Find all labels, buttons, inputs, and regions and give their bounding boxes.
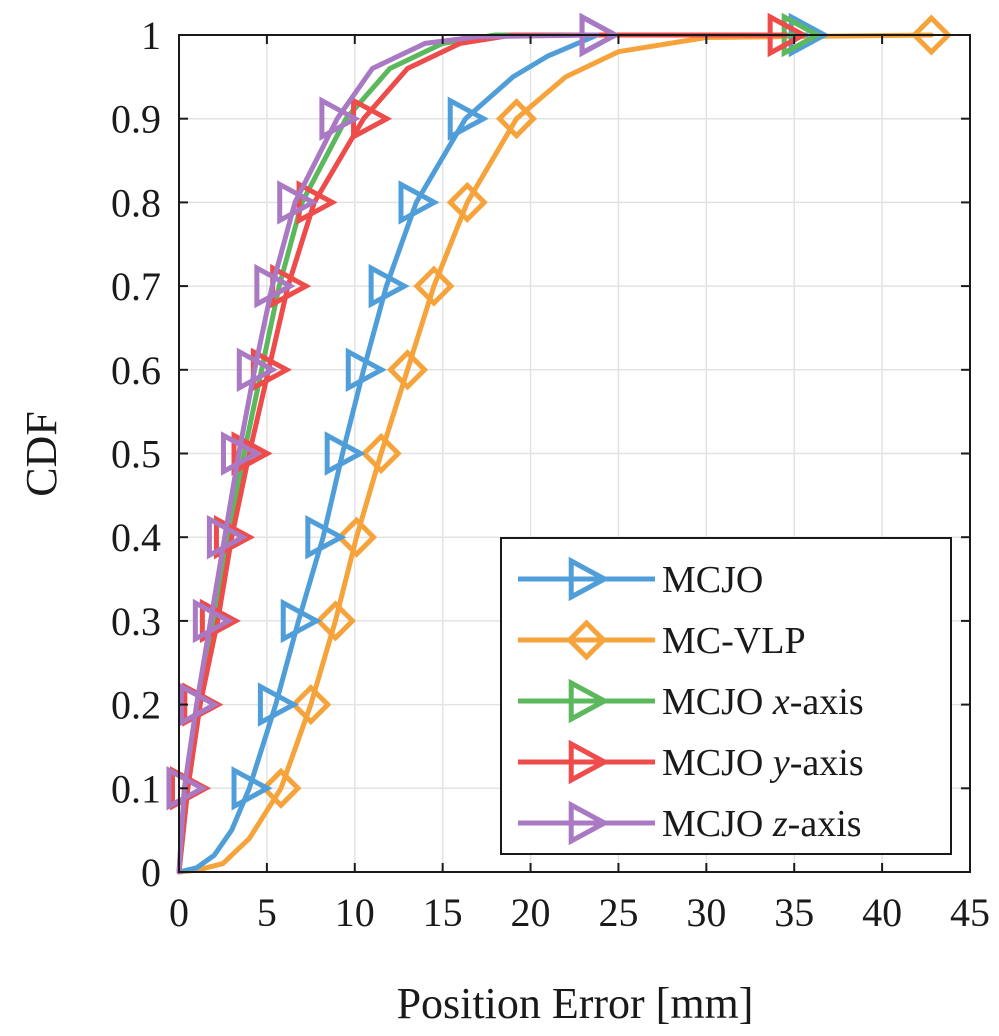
data-point-mcjo-1 (257, 682, 299, 727)
data-point-mc-vlp-7 (446, 181, 488, 223)
series-line-mcjo-y-axis (176, 32, 788, 875)
y-tick-label: 0 (141, 850, 161, 895)
data-point-mcjo-y-axis-2 (199, 598, 241, 644)
data-point-mc-vlp-3 (336, 516, 378, 558)
data-point-mcjo-5 (345, 347, 387, 392)
legend-marker-mcjo-y-axis (568, 739, 610, 785)
x-tick-label: 10 (335, 890, 375, 935)
y-tick-label: 0.9 (111, 97, 161, 142)
series-mcjo-z-axis (166, 12, 621, 875)
x-tick-label: 20 (511, 890, 551, 935)
data-point-mcjo-y-axis-4 (231, 431, 273, 476)
legend-item-mcjo: MCJO (518, 556, 763, 602)
legend-marker-mcjo (568, 556, 610, 602)
data-point-mc-vlp-8 (495, 98, 538, 140)
data-point-mcjo-z-axis-5 (236, 347, 278, 392)
data-point-mcjo-z-axis-4 (220, 431, 263, 476)
data-point-mcjo-z-axis-7 (277, 180, 319, 225)
legend-label-mcjo-z-axis: MCJO z-axis (662, 803, 862, 845)
data-point-mcjo-z-axis-3 (206, 515, 248, 560)
data-point-mcjo-3 (305, 515, 347, 560)
series-line-mcjo-z-axis (176, 32, 600, 875)
data-point-mc-vlp-1 (290, 684, 332, 726)
data-point-mcjo-z-axis-0 (166, 766, 208, 811)
y-tick-label: 0.6 (111, 348, 161, 393)
y-tick-label: 1 (141, 13, 161, 58)
legend-box (500, 537, 952, 855)
data-point-mc-vlp-5 (386, 349, 429, 391)
data-point-mcjo-0 (231, 766, 273, 811)
y-tick-label: 0.8 (111, 180, 161, 225)
y-axis-label: CDF (17, 411, 66, 497)
data-point-mcjo-4 (324, 431, 366, 476)
legend-label-mcjo: MCJO (662, 559, 763, 601)
x-tick-label: 40 (862, 890, 902, 935)
x-tick-label: 35 (774, 890, 814, 935)
data-point-mcjo-z-axis-6 (254, 263, 296, 309)
legend-marker-mcjo-x-axis (568, 678, 610, 724)
axes-frame (178, 34, 971, 873)
x-tick-label: 5 (257, 890, 277, 935)
data-point-mcjo-8 (447, 96, 489, 141)
series-line-mcjo (176, 32, 809, 875)
y-tick-label: 0.5 (111, 432, 161, 477)
data-point-mcjo-z-axis-8 (319, 96, 361, 141)
legend-item-mc-vlp: MC-VLP (518, 619, 806, 662)
y-tick-label: 0.2 (111, 683, 161, 728)
x-axis-label: Position Error [mm] (397, 979, 754, 1028)
series-mc-vlp (176, 14, 952, 875)
data-point-mcjo-y-axis-3 (213, 515, 255, 560)
legend-label-mcjo-x-axis: MCJO x-axis (662, 681, 864, 723)
legend-marker-mcjo-z-axis (568, 800, 610, 846)
y-tick-label: 0.1 (111, 766, 161, 811)
legend-item-mcjo-z-axis: MCJO z-axis (518, 800, 862, 846)
y-tick-label: 0.7 (111, 264, 161, 309)
data-point-mc-vlp-6 (413, 265, 455, 307)
y-tick-label: 0.4 (111, 515, 161, 560)
x-tick-label: 0 (169, 890, 189, 935)
data-point-mcjo-2 (280, 598, 322, 644)
x-tick-label: 30 (686, 890, 726, 935)
legend-label-mcjo-y-axis: MCJO y-axis (662, 742, 864, 784)
legend-label-mc-vlp: MC-VLP (662, 620, 806, 662)
data-point-mc-vlp-9 (910, 14, 952, 56)
data-point-mc-vlp-4 (360, 432, 402, 475)
legend-item-mcjo-x-axis: MCJO x-axis (518, 678, 864, 724)
grid (179, 35, 970, 872)
x-tick-label: 15 (423, 890, 463, 935)
data-point-mc-vlp-2 (314, 600, 356, 642)
x-tick-label: 45 (950, 890, 990, 935)
legend: MCJO MC-VLP MCJO x-axis MCJO y-axis MCJO z-a… (500, 537, 952, 855)
x-tick-label: 25 (598, 890, 638, 935)
data-point-mcjo-z-axis-2 (192, 598, 234, 644)
data-point-mc-vlp-0 (260, 767, 302, 809)
data-point-mcjo-6 (368, 263, 410, 309)
data-point-mcjo-7 (398, 180, 440, 225)
data-point-mcjo-y-axis-7 (296, 180, 338, 225)
tick-labels: 0 5 10 15 20 25 30 35 40 45 0 0.1 0.2 0.3 0.4 0.5 0.6 0.7… (111, 13, 990, 935)
series-line-mc-vlp (176, 32, 934, 875)
y-tick-label: 0.3 (111, 599, 161, 644)
legend-item-mcjo-y-axis: MCJO y-axis (518, 739, 864, 785)
legend-marker-mc-vlp (565, 619, 608, 661)
